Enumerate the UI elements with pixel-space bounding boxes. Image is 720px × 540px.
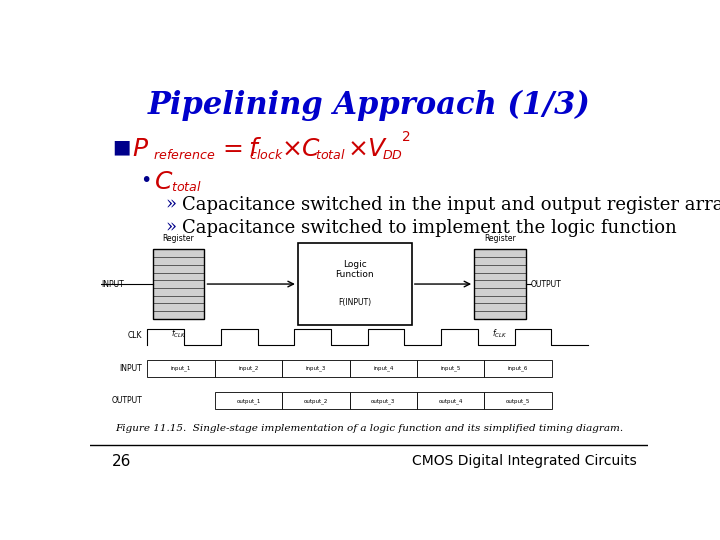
- Text: OUTPUT: OUTPUT: [112, 396, 143, 405]
- Bar: [282, 360, 350, 377]
- Text: Capacitance switched in the input and output register array: Capacitance switched in the input and ou…: [182, 196, 720, 214]
- Bar: [350, 392, 417, 409]
- Text: output_4: output_4: [438, 398, 463, 403]
- Text: input_2: input_2: [238, 366, 258, 371]
- Text: $P$: $P$: [132, 138, 149, 160]
- Text: output_5: output_5: [506, 398, 531, 403]
- Bar: [298, 243, 412, 325]
- Text: epfl: epfl: [29, 509, 50, 519]
- Text: INPUT: INPUT: [101, 280, 124, 288]
- Text: Capacitance switched to implement the logic function: Capacitance switched to implement the lo…: [182, 219, 677, 237]
- Bar: [215, 360, 282, 377]
- Bar: [485, 360, 552, 377]
- Bar: [417, 360, 485, 377]
- Text: $_{DD}$: $_{DD}$: [382, 144, 402, 162]
- Text: $_{reference}$: $_{reference}$: [153, 144, 215, 162]
- Text: Figure 11.15.  Single-stage implementation of a logic function and its simplifie: Figure 11.15. Single-stage implementatio…: [115, 424, 623, 434]
- Text: output_2: output_2: [304, 398, 328, 403]
- Text: input_5: input_5: [441, 366, 461, 371]
- Text: OUTPUT: OUTPUT: [531, 280, 562, 288]
- Text: •: •: [140, 171, 152, 190]
- Text: input_1: input_1: [171, 366, 192, 371]
- Text: INPUT: INPUT: [120, 364, 143, 373]
- Text: Register: Register: [163, 234, 194, 243]
- Text: $f_{CLK}$: $f_{CLK}$: [492, 327, 508, 340]
- Text: input_3: input_3: [306, 366, 326, 371]
- Bar: [153, 249, 204, 319]
- Text: $_{total}$: $_{total}$: [315, 144, 346, 162]
- Text: Register: Register: [484, 234, 516, 243]
- Text: ■: ■: [112, 138, 131, 157]
- Text: input_6: input_6: [508, 366, 528, 371]
- Text: 26: 26: [112, 454, 132, 469]
- Bar: [215, 392, 282, 409]
- Text: $= f$: $= f$: [218, 138, 263, 160]
- Text: »: »: [166, 219, 176, 237]
- Text: $^{2}$: $^{2}$: [401, 133, 411, 151]
- Text: F(INPUT): F(INPUT): [338, 298, 372, 307]
- Text: CLK: CLK: [127, 332, 143, 340]
- Text: $f_{CLK}$: $f_{CLK}$: [171, 327, 186, 340]
- Text: output_1: output_1: [236, 398, 261, 403]
- Text: $_{clock}$: $_{clock}$: [249, 144, 284, 162]
- Bar: [282, 392, 350, 409]
- Text: Logic
Function: Logic Function: [336, 260, 374, 279]
- Text: $C$: $C$: [154, 171, 174, 194]
- Text: $\times C$: $\times C$: [282, 138, 322, 160]
- Text: $_{total}$: $_{total}$: [171, 176, 202, 194]
- Bar: [485, 392, 552, 409]
- Text: output_3: output_3: [371, 398, 395, 403]
- Text: CMOS Digital Integrated Circuits: CMOS Digital Integrated Circuits: [412, 454, 637, 468]
- Bar: [417, 392, 485, 409]
- Bar: [350, 360, 417, 377]
- Text: $\times V$: $\times V$: [347, 138, 388, 160]
- Text: input_4: input_4: [373, 366, 394, 371]
- Bar: [148, 360, 215, 377]
- Text: »: »: [166, 196, 176, 214]
- Bar: [474, 249, 526, 319]
- Text: Pipelining Approach (1/3): Pipelining Approach (1/3): [148, 90, 590, 121]
